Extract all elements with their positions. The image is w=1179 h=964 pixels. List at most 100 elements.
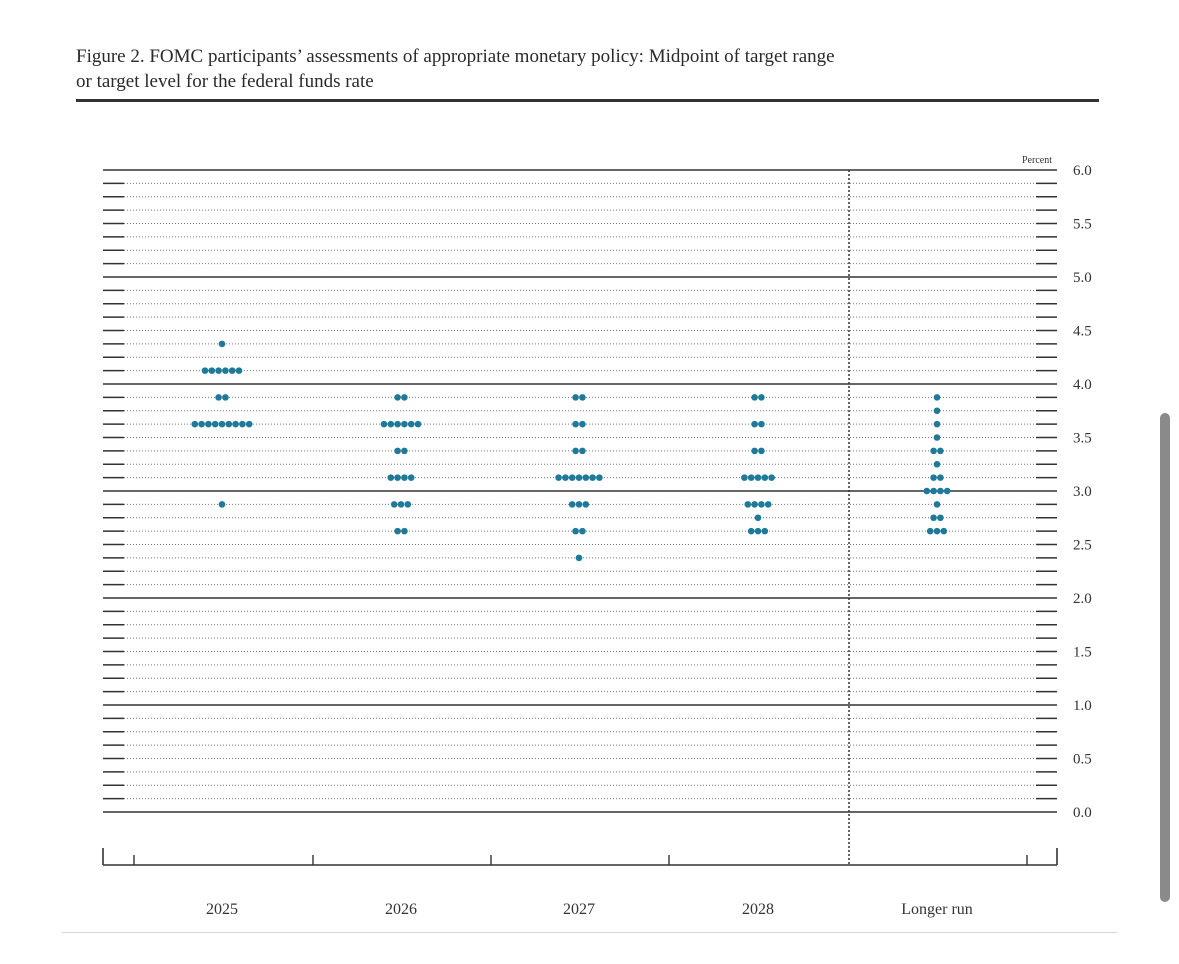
dot-marker <box>596 474 603 481</box>
dot-marker <box>754 527 762 535</box>
grid-layer <box>103 169 1057 813</box>
dot-marker <box>754 514 762 522</box>
y-tick-label: 0.0 <box>1073 805 1092 821</box>
dot-marker <box>579 394 586 401</box>
dot-marker <box>407 420 415 428</box>
dot-marker <box>747 527 755 535</box>
dot-marker <box>390 501 398 508</box>
title-rule <box>76 99 1099 102</box>
dot-marker <box>575 501 583 508</box>
dot-marker <box>235 367 243 374</box>
dot-marker <box>930 514 937 522</box>
dot-marker <box>751 394 758 401</box>
dot-marker <box>205 420 212 428</box>
dot-marker <box>394 447 401 455</box>
dot-marker <box>579 447 586 455</box>
dot-marker <box>215 367 222 374</box>
dot-marker <box>744 501 752 508</box>
dot-marker <box>568 474 576 481</box>
dot-marker <box>930 447 937 455</box>
y-tick-label: 2.0 <box>1073 591 1092 607</box>
dot-marker <box>218 501 226 508</box>
dot-marker <box>930 487 937 495</box>
dot-marker <box>232 420 239 428</box>
dot-marker <box>245 420 253 428</box>
dot-marker <box>758 447 765 455</box>
x-category-label: 2026 <box>385 901 417 918</box>
y-tick-label: 2.5 <box>1073 538 1092 554</box>
dot-marker <box>582 501 590 508</box>
dot-marker <box>401 420 408 428</box>
dot-marker <box>401 447 408 455</box>
dot-marker <box>215 394 222 401</box>
dot-marker <box>222 367 229 374</box>
dot-marker <box>761 527 769 535</box>
dot-marker <box>751 420 758 428</box>
y-tick-label: 5.5 <box>1073 217 1092 233</box>
dot-marker <box>572 394 579 401</box>
dot-marker <box>572 527 579 535</box>
dot-marker <box>579 420 586 428</box>
dot-marker <box>572 447 579 455</box>
y-tick-label: 3.5 <box>1073 431 1092 447</box>
dot-marker <box>394 420 401 428</box>
x-category-label: 2027 <box>563 901 595 918</box>
dot-marker <box>937 474 944 481</box>
dot-marker <box>940 527 948 535</box>
y-tick-label: 1.5 <box>1073 645 1092 661</box>
y-tick-label: 6.0 <box>1073 163 1092 179</box>
dot-marker <box>751 447 758 455</box>
dot-marker <box>926 527 934 535</box>
dot-marker <box>397 501 405 508</box>
dot-marker <box>555 474 562 481</box>
unit-label: Percent <box>1022 155 1052 166</box>
dot-marker <box>764 501 772 508</box>
dot-marker <box>933 527 941 535</box>
dot-marker <box>394 527 401 535</box>
dot-marker <box>198 420 205 428</box>
dot-marker <box>575 554 583 562</box>
dot-marker <box>387 474 395 481</box>
dot-marker <box>380 420 388 428</box>
dot-marker <box>562 474 569 481</box>
dot-marker <box>937 447 944 455</box>
dot-marker <box>387 420 395 428</box>
dot-marker <box>933 501 941 508</box>
dot-marker <box>758 420 765 428</box>
dot-marker <box>589 474 596 481</box>
dot-marker <box>401 474 408 481</box>
y-tick-label: 3.0 <box>1073 484 1092 500</box>
dot-marker <box>943 487 951 495</box>
dot-marker <box>768 474 775 481</box>
dot-marker <box>225 420 233 428</box>
dot-marker <box>741 474 748 481</box>
dot-marker <box>930 474 937 481</box>
dot-marker <box>568 501 576 508</box>
dot-marker <box>211 420 219 428</box>
dot-marker <box>572 420 579 428</box>
y-tick-label: 4.0 <box>1073 377 1092 393</box>
dot-marker <box>937 487 944 495</box>
dot-marker <box>575 474 583 481</box>
y-tick-label: 4.5 <box>1073 324 1092 340</box>
dot-marker <box>218 340 226 348</box>
dot-marker <box>222 394 229 401</box>
dot-marker <box>239 420 246 428</box>
dot-marker <box>407 474 415 481</box>
dot-layer <box>191 340 951 562</box>
dot-marker <box>751 501 758 508</box>
dot-marker <box>933 407 941 415</box>
dot-marker <box>201 367 209 374</box>
dot-marker <box>191 420 199 428</box>
dot-marker <box>758 394 765 401</box>
dot-marker <box>228 367 236 374</box>
dot-marker <box>401 527 408 535</box>
dot-marker <box>933 434 941 441</box>
vertical-scrollbar[interactable] <box>1160 413 1170 902</box>
x-category-label: Longer run <box>901 901 973 918</box>
dot-marker <box>394 394 401 401</box>
dot-marker <box>933 460 941 468</box>
dot-marker <box>208 367 216 374</box>
y-tick-label: 1.0 <box>1073 698 1092 714</box>
